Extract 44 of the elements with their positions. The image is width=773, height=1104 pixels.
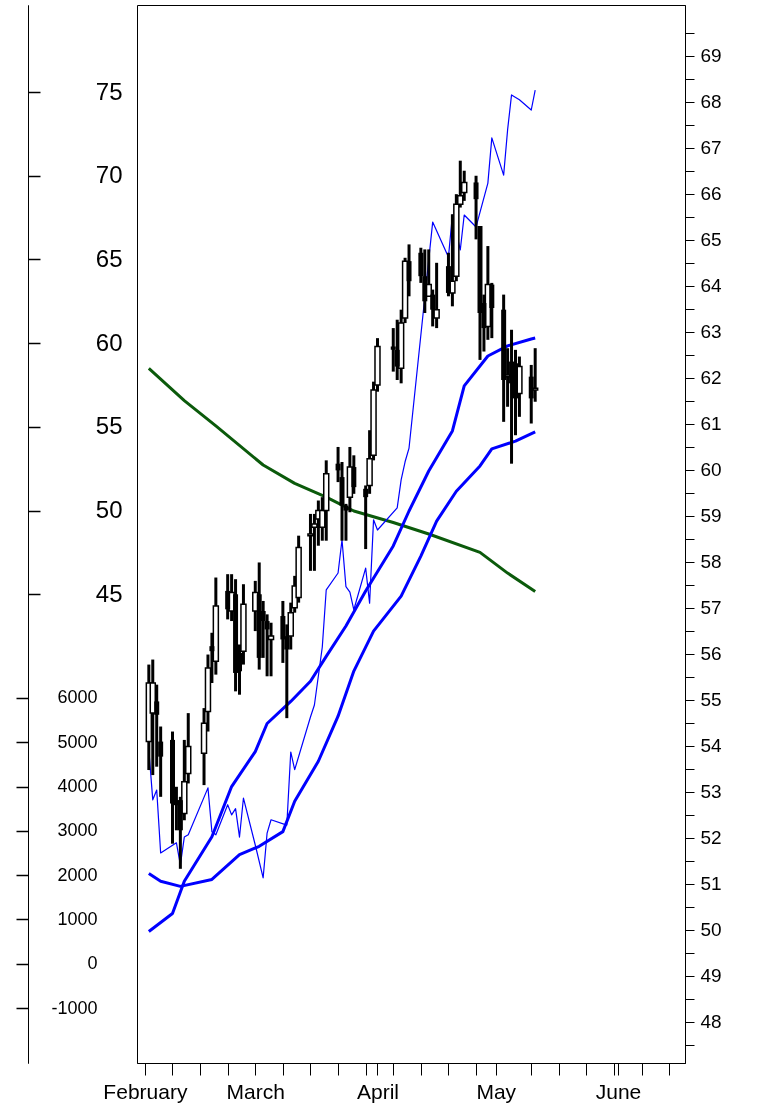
y-tick-label: 70 [95, 161, 123, 189]
y2-tick-label: 52 [700, 827, 722, 849]
y-tick-label: 60 [95, 328, 123, 356]
y3-tick-label: 6000 [57, 687, 98, 708]
y2-tick-label: 63 [700, 321, 722, 343]
y2-tick-label: 65 [700, 229, 722, 251]
y2-tick-label: 54 [700, 735, 723, 757]
y-tick-label: 65 [95, 244, 123, 272]
y2-tick-label: 53 [700, 781, 722, 803]
y3-tick-label: 3000 [57, 820, 98, 841]
y-tick-label: 75 [95, 77, 123, 105]
x-tick-label: February [103, 1079, 188, 1103]
y2-tick-label: 61 [700, 413, 722, 435]
y2-tick-label: 59 [700, 505, 722, 527]
y2-tick-label: 51 [700, 873, 722, 895]
y3-tick-label: 1000 [57, 908, 98, 929]
y2-tick-label: 62 [700, 367, 722, 389]
y2-tick-label: 60 [700, 459, 722, 481]
y2-tick-label: 57 [700, 597, 722, 619]
y2-tick-label: 50 [700, 919, 722, 941]
y2-tick-label: 66 [700, 183, 722, 205]
y2-tick-label: 55 [700, 689, 722, 711]
y2-tick-label: 58 [700, 551, 722, 573]
y2-tick-label: 67 [700, 137, 722, 159]
y-tick-label: 45 [95, 579, 123, 607]
line-series [147, 366, 537, 593]
y2-tick-label: 56 [700, 643, 722, 665]
y-tick-label: 50 [95, 496, 123, 524]
y2-tick-label: 64 [700, 275, 723, 297]
x-tick-label: June [595, 1079, 642, 1103]
y3-tick-label: -1000 [51, 997, 98, 1018]
y2-tick-label: 69 [700, 45, 722, 67]
y3-tick-label: 5000 [57, 731, 98, 752]
x-tick-label: May [476, 1079, 517, 1103]
x-tick-label: March [226, 1079, 285, 1103]
y3-tick-label: 0 [87, 953, 98, 974]
x-tick-label: April [356, 1079, 399, 1103]
y3-tick-label: 2000 [57, 864, 98, 885]
y2-tick-label: 49 [700, 965, 722, 987]
y2-tick-label: 68 [700, 91, 722, 113]
y-tick-label: 55 [95, 412, 123, 440]
candlestick [225, 574, 231, 620]
y3-tick-label: 4000 [57, 776, 98, 797]
y2-tick-label: 48 [700, 1011, 722, 1033]
